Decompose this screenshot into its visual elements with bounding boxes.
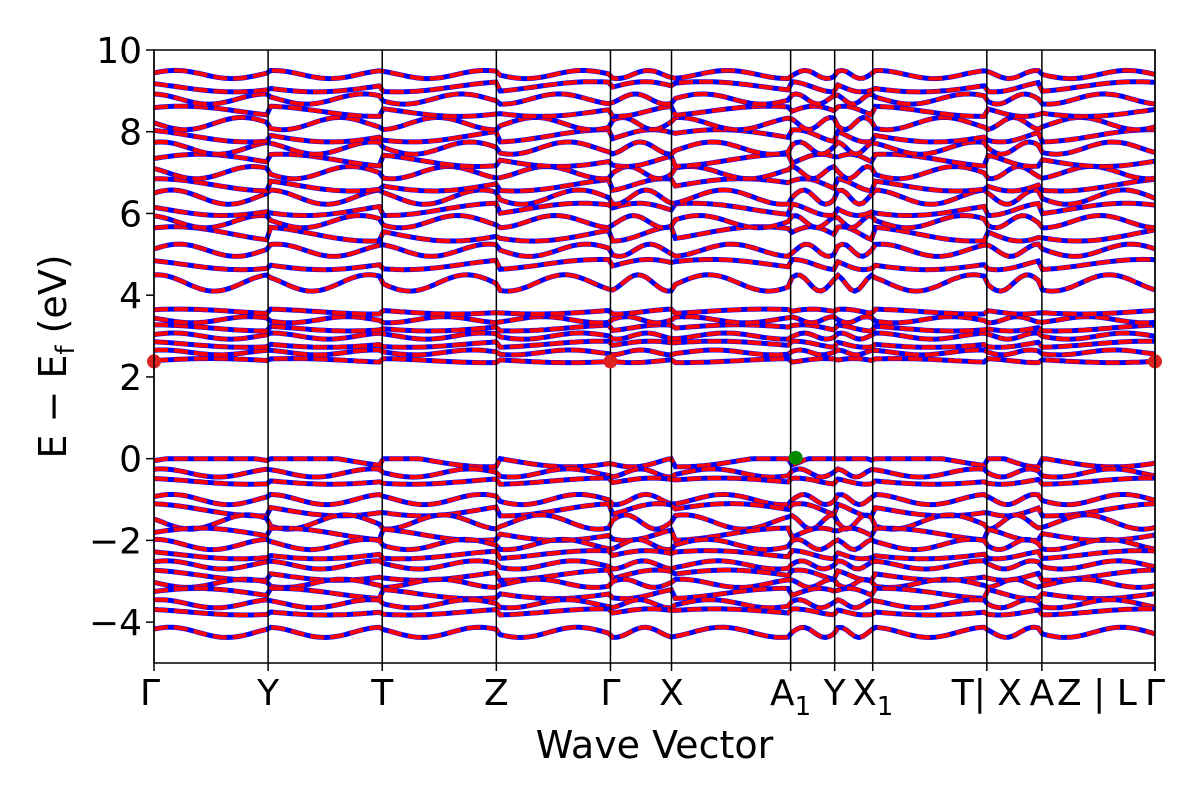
y-tick-label-7: 10 — [96, 31, 142, 72]
plot-frame — [153, 49, 1156, 664]
band-conduction-up-0 — [154, 356, 1155, 365]
y-axis-label-subscript: f — [51, 345, 81, 355]
x-axis-label: Wave Vector — [536, 723, 774, 767]
band-conduction-up-11 — [154, 213, 1155, 230]
marker-cbm-1 — [603, 354, 618, 369]
x-tick-label-8: X1 — [852, 673, 893, 722]
y-tick-label-6: 8 — [119, 113, 142, 154]
band-valence-up-15 — [154, 625, 1155, 640]
x-tick-label-6: A1 — [770, 673, 811, 722]
marker-vbm-3 — [788, 450, 803, 465]
high-symmetry-lines — [153, 50, 1156, 663]
band-valence-up-3 — [154, 492, 1155, 507]
band-valence-up-12 — [154, 586, 1155, 601]
band-conduction-up-19 — [154, 115, 1155, 132]
x-tick-label-0: Γ — [140, 673, 160, 714]
band-conduction-up-4 — [154, 322, 1155, 334]
y-axis-label-unit: (eV) — [31, 254, 75, 345]
band-valence-up-9 — [154, 558, 1155, 572]
band-conduction-up-8 — [154, 257, 1155, 272]
x-tick-label-2: T — [370, 673, 394, 714]
band-valence-up-2 — [154, 476, 1155, 487]
x-tick-label-3: Z — [484, 673, 509, 714]
x-tick-subscript-6: 1 — [795, 692, 812, 722]
y-axis-ticks: −4 −2 0 2 4 6 8 10 — [89, 31, 154, 644]
bands-layer — [154, 67, 1155, 641]
x-tick-subscript-8: 1 — [877, 692, 894, 722]
x-tick-label-10: A — [1030, 673, 1055, 714]
band-conduction-up-6 — [154, 307, 1155, 317]
y-tick-label-1: −2 — [89, 521, 142, 562]
band-valence-up-4 — [154, 501, 1155, 518]
band-valence-up-1 — [154, 466, 1155, 480]
band-valence-up-8 — [154, 548, 1155, 561]
band-valence-up-6 — [154, 526, 1155, 543]
x-tick-label-9: T| X — [951, 673, 1022, 714]
band-conduction-up-13 — [154, 187, 1155, 207]
band-conduction-up-5 — [154, 314, 1155, 325]
x-tick-label-11: Z | L — [1057, 673, 1137, 714]
y-tick-label-2: 0 — [119, 440, 142, 481]
x-tick-label-4: Γ — [600, 673, 620, 714]
x-tick-label-7: Y — [823, 673, 847, 714]
y-tick-label-3: 2 — [119, 358, 142, 399]
band-conduction-up-23 — [154, 68, 1155, 81]
band-edge-markers — [147, 354, 1162, 465]
band-conduction-up-7 — [154, 272, 1155, 294]
y-tick-label-5: 6 — [119, 194, 142, 235]
y-tick-label-0: −4 — [89, 603, 142, 644]
band-valence-up-7 — [154, 537, 1155, 552]
band-conduction-up-12 — [154, 201, 1155, 218]
x-tick-label-5: X — [659, 673, 684, 714]
band-conduction-up-15 — [154, 164, 1155, 181]
y-tick-label-4: 4 — [119, 276, 142, 317]
y-axis-label-main: E − E — [31, 355, 75, 459]
band-valence-up-0 — [154, 456, 1155, 469]
x-tick-label-12: Γ — [1145, 673, 1165, 714]
band-conduction-up-16 — [154, 152, 1155, 169]
band-conduction-up-20 — [154, 104, 1155, 119]
band-conduction-up-21 — [154, 91, 1155, 107]
band-conduction-up-22 — [154, 79, 1155, 94]
band-conduction-up-3 — [154, 330, 1155, 342]
band-valence-up-13 — [154, 597, 1155, 610]
x-tick-label-1: Y — [256, 673, 280, 714]
y-axis-label: E − Ef (eV) — [31, 254, 81, 458]
band-valence-up-14 — [154, 606, 1155, 617]
band-conduction-up-9 — [154, 241, 1155, 259]
band-conduction-up-17 — [154, 139, 1155, 157]
band-conduction-up-1 — [154, 347, 1155, 357]
band-conduction-up-2 — [154, 339, 1155, 350]
band-conduction-up-10 — [154, 224, 1155, 244]
